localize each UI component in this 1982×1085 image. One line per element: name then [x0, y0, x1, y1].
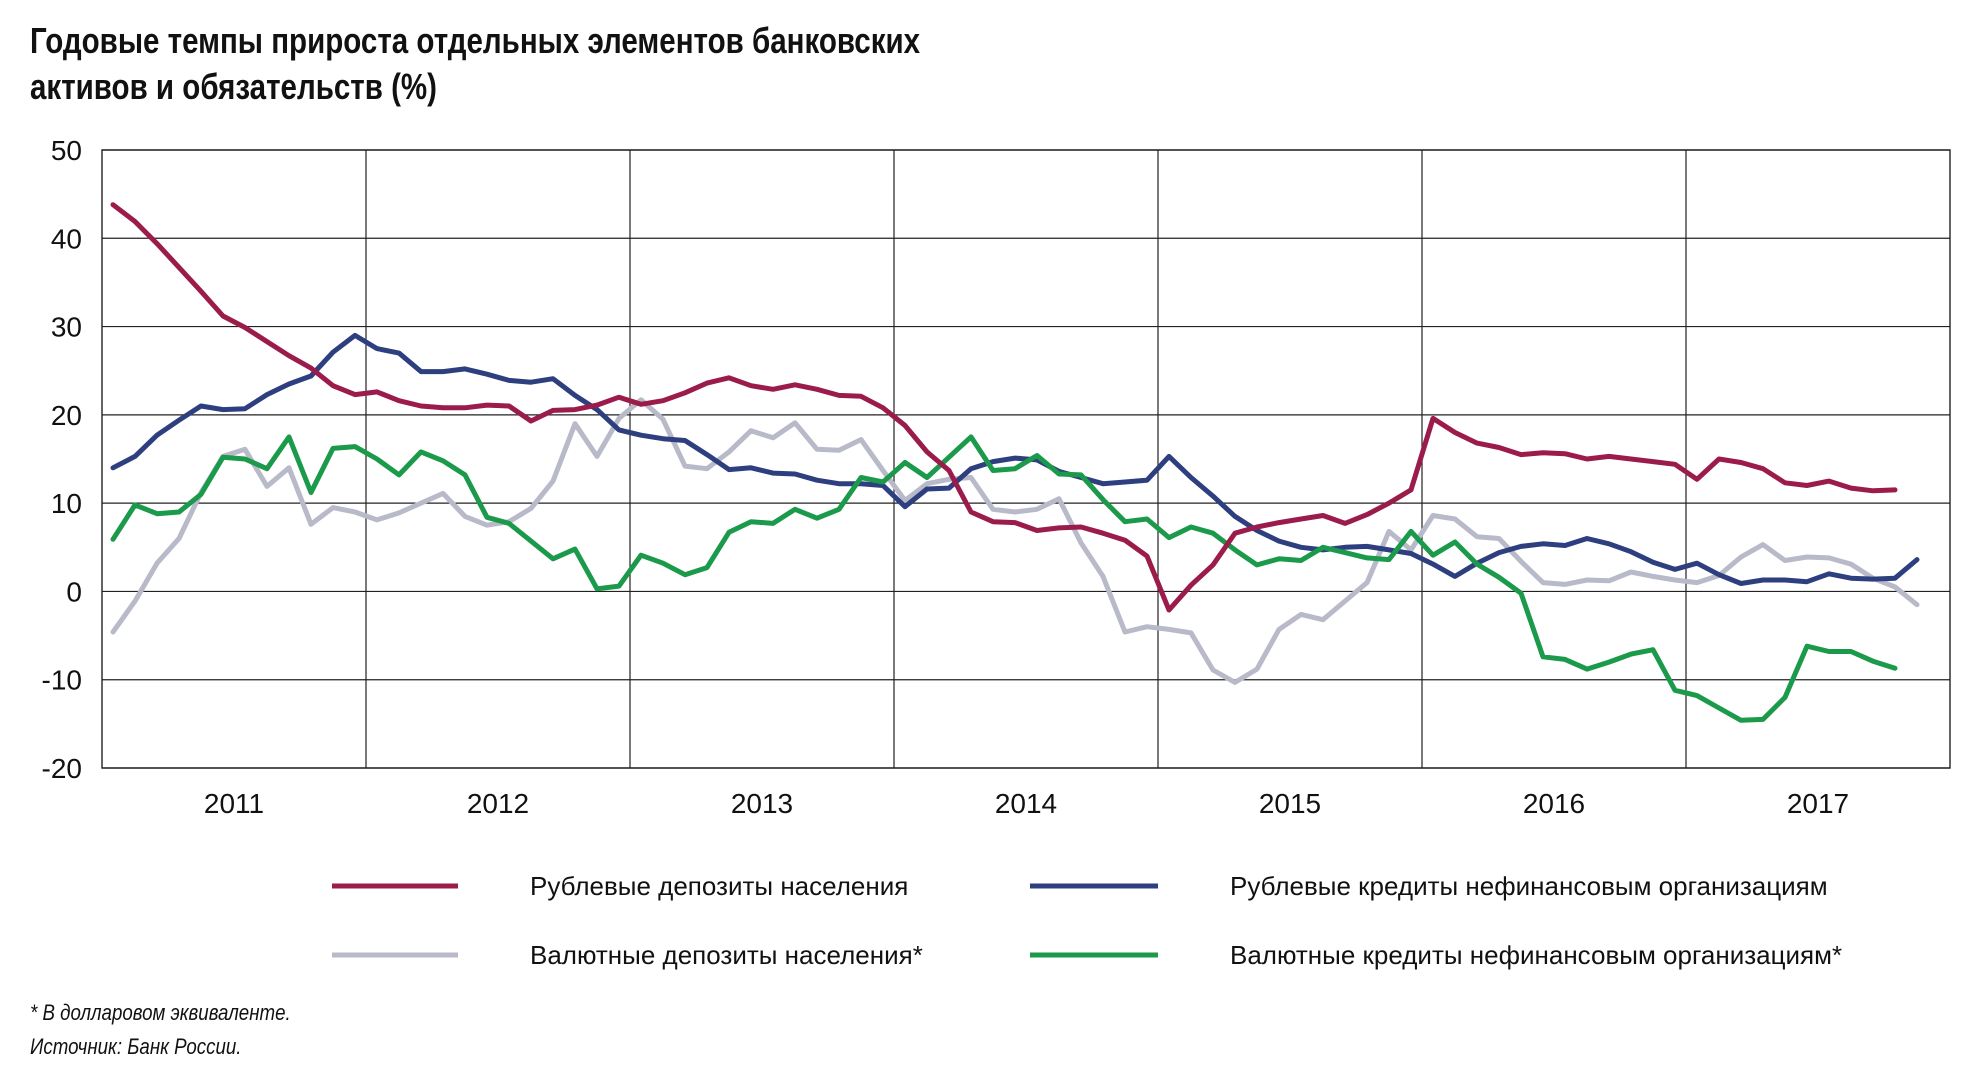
y-tick-label: 30 [51, 312, 82, 343]
y-tick-label: 0 [66, 576, 82, 607]
x-tick-label: 2011 [204, 788, 264, 819]
series-line-2 [110, 332, 1920, 586]
series-lines [110, 202, 1920, 723]
grid [101, 149, 1951, 769]
x-tick-label: 2015 [1259, 788, 1321, 819]
y-tick-label: 20 [51, 400, 82, 431]
legend-label-1: Рублевые депозиты населения [530, 871, 908, 901]
notes: * В долларовом эквиваленте. Источник: Ба… [30, 996, 291, 1064]
y-tick-label: -20 [42, 753, 82, 784]
y-tick-label: 10 [51, 488, 82, 519]
y-tick-label: 40 [51, 223, 82, 254]
y-axis-ticks: 50 40 30 20 10 0 -10 -20 [42, 135, 82, 784]
series-line-1 [110, 202, 1898, 613]
legend: Рублевые депозиты населения Рублевые кред… [332, 871, 1842, 970]
source-note: Источник: Банк России. [30, 1034, 242, 1059]
x-tick-label: 2017 [1787, 788, 1849, 819]
legend-label-3: Валютные депозиты населения* [530, 940, 923, 970]
series-line-4 [110, 434, 1898, 723]
chart-title: Годовые темпы прироста отдельных элемент… [30, 18, 932, 110]
x-tick-label: 2016 [1523, 788, 1585, 819]
x-tick-label: 2012 [467, 788, 529, 819]
x-tick-label: 2014 [995, 788, 1057, 819]
y-tick-label: 50 [51, 135, 82, 166]
chart-title-line-2: активов и обязательств (%) [30, 66, 438, 107]
x-tick-label: 2013 [731, 788, 793, 819]
footnote: * В долларовом эквиваленте. [30, 1000, 291, 1025]
series-line-3 [110, 397, 1920, 685]
y-tick-label: -10 [42, 665, 82, 696]
x-axis-ticks: 2011 2012 2013 2014 2015 2016 2017 [204, 788, 1849, 819]
legend-label-2: Рублевые кредиты нефинансовым организаци… [1230, 871, 1828, 901]
chart-title-line-1: Годовые темпы прироста отдельных элемент… [30, 20, 921, 61]
legend-label-4: Валютные кредиты нефинансовым организаци… [1230, 940, 1842, 970]
